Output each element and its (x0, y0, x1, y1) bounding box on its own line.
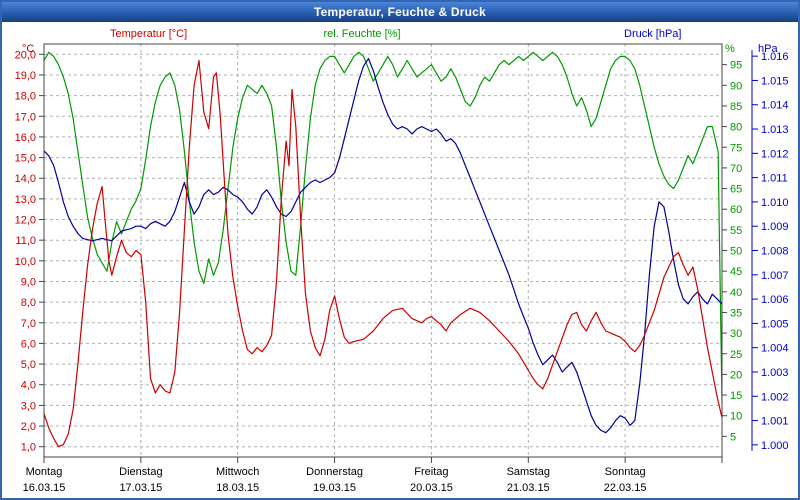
humidity-tick-label: 50 (730, 246, 742, 258)
temperature-tick-label: 17,0 (15, 111, 36, 123)
humidity-axis-title: rel. Feuchte [%] (323, 28, 401, 40)
pressure-tick-label: 1.002 (761, 391, 789, 403)
day-name-label: Donnerstag (306, 466, 363, 478)
temperature-tick-label: 20,0 (15, 49, 36, 61)
pressure-tick-label: 1.001 (761, 416, 789, 428)
humidity-tick-label: 45 (730, 266, 742, 278)
pressure-tick-label: 1.007 (761, 270, 789, 282)
pressure-tick-label: 1.005 (761, 318, 789, 330)
humidity-tick-label: 35 (730, 307, 742, 319)
temperature-tick-label: 7,0 (21, 318, 36, 330)
chart-canvas: 20,0 19,0 18,0 17,0 16,0 15,0 14,0 13,0 12,0 11,0… (15, 43, 789, 494)
temperature-tick-label: 9,0 (21, 276, 36, 288)
temperature-tick-label: 14,0 (15, 173, 36, 185)
pressure-tick-label: 1.016 (761, 51, 789, 63)
humidity-tick-label: 80 (730, 122, 742, 134)
temperature-axis-title: Temperatur [°C] (110, 28, 188, 40)
pressure-series-line (44, 57, 722, 434)
temperature-tick-label: 1,0 (21, 442, 36, 454)
day-date-label: 18.03.15 (216, 482, 259, 494)
title-bar: Temperatur, Feuchte & Druck (2, 2, 798, 22)
day-date-label: 20.03.15 (410, 482, 453, 494)
day-date-label: 19.03.15 (313, 482, 356, 494)
day-date-label: 21.03.15 (507, 482, 550, 494)
temperature-tick-label: 5,0 (21, 359, 36, 371)
plot-border (43, 43, 723, 458)
chart-area: Temperatur [°C] rel. Feuchte [%] Druck [… (2, 22, 798, 498)
pressure-axis-title: Druck [hPa] (624, 28, 682, 40)
temperature-tick-label: 16,0 (15, 132, 36, 144)
day-name-label: Samstag (507, 466, 550, 478)
temperature-tick-label: 4,0 (21, 380, 36, 392)
pressure-tick-label: 1.006 (761, 294, 789, 306)
pressure-tick-label: 1.015 (761, 75, 789, 87)
humidity-tick-label: 60 (730, 204, 742, 216)
temperature-tick-label: 8,0 (21, 297, 36, 309)
humidity-tick-label: 90 (730, 80, 742, 92)
day-name-label: Freitag (414, 466, 448, 478)
pressure-tick-label: 1.008 (761, 246, 789, 258)
pressure-tick-label: 1.014 (761, 100, 789, 112)
pressure-tick-label: 1.000 (761, 440, 789, 452)
day-date-label: 22.03.15 (604, 482, 647, 494)
temperature-tick-label: 2,0 (21, 421, 36, 433)
temperature-series-line (44, 59, 722, 448)
temperature-tick-label: 18,0 (15, 91, 36, 103)
day-name-label: Dienstag (119, 466, 162, 478)
temperature-tick-label: 11,0 (15, 235, 36, 247)
temperature-tick-label: 12,0 (15, 215, 36, 227)
humidity-tick-label: 85 (730, 101, 742, 113)
humidity-tick-label: 75 (730, 142, 742, 154)
pressure-tick-label: 1.013 (761, 124, 789, 136)
pressure-tick-label: 1.010 (761, 197, 789, 209)
day-name-label: Sonntag (605, 466, 646, 478)
humidity-tick-label: 55 (730, 225, 742, 237)
humidity-series-line (44, 51, 722, 404)
pressure-unit-label: hPa (758, 43, 778, 55)
window-title: Temperatur, Feuchte & Druck (314, 5, 486, 19)
humidity-tick-label: 5 (730, 431, 736, 443)
temperature-tick-label: 10,0 (15, 256, 36, 268)
humidity-tick-label: 20 (730, 369, 742, 381)
temperature-tick-label: 3,0 (21, 400, 36, 412)
temperature-tick-label: 15,0 (15, 153, 36, 165)
humidity-tick-label: 40 (730, 287, 742, 299)
humidity-tick-label: 70 (730, 163, 742, 175)
pressure-tick-label: 1.011 (761, 173, 788, 185)
humidity-tick-label: 65 (730, 184, 742, 196)
pressure-tick-label: 1.004 (761, 343, 789, 355)
temperature-tick-label: 13,0 (15, 194, 36, 206)
day-date-label: 17.03.15 (119, 482, 162, 494)
humidity-tick-label: 15 (730, 390, 742, 402)
day-name-label: Mittwoch (216, 466, 259, 478)
day-name-label: Montag (26, 466, 63, 478)
humidity-tick-label: 30 (730, 328, 742, 340)
humidity-unit-label: % (725, 43, 735, 55)
humidity-tick-label: 25 (730, 349, 742, 361)
pressure-tick-label: 1.009 (761, 221, 789, 233)
temperature-tick-label: 6,0 (21, 338, 36, 350)
pressure-tick-label: 1.012 (761, 148, 789, 160)
humidity-tick-label: 95 (730, 60, 742, 72)
temperature-unit-label: °C (22, 43, 35, 55)
day-date-label: 16.03.15 (23, 482, 66, 494)
pressure-tick-label: 1.003 (761, 367, 789, 379)
humidity-tick-label: 10 (730, 411, 742, 423)
temperature-tick-label: 19,0 (15, 70, 36, 82)
